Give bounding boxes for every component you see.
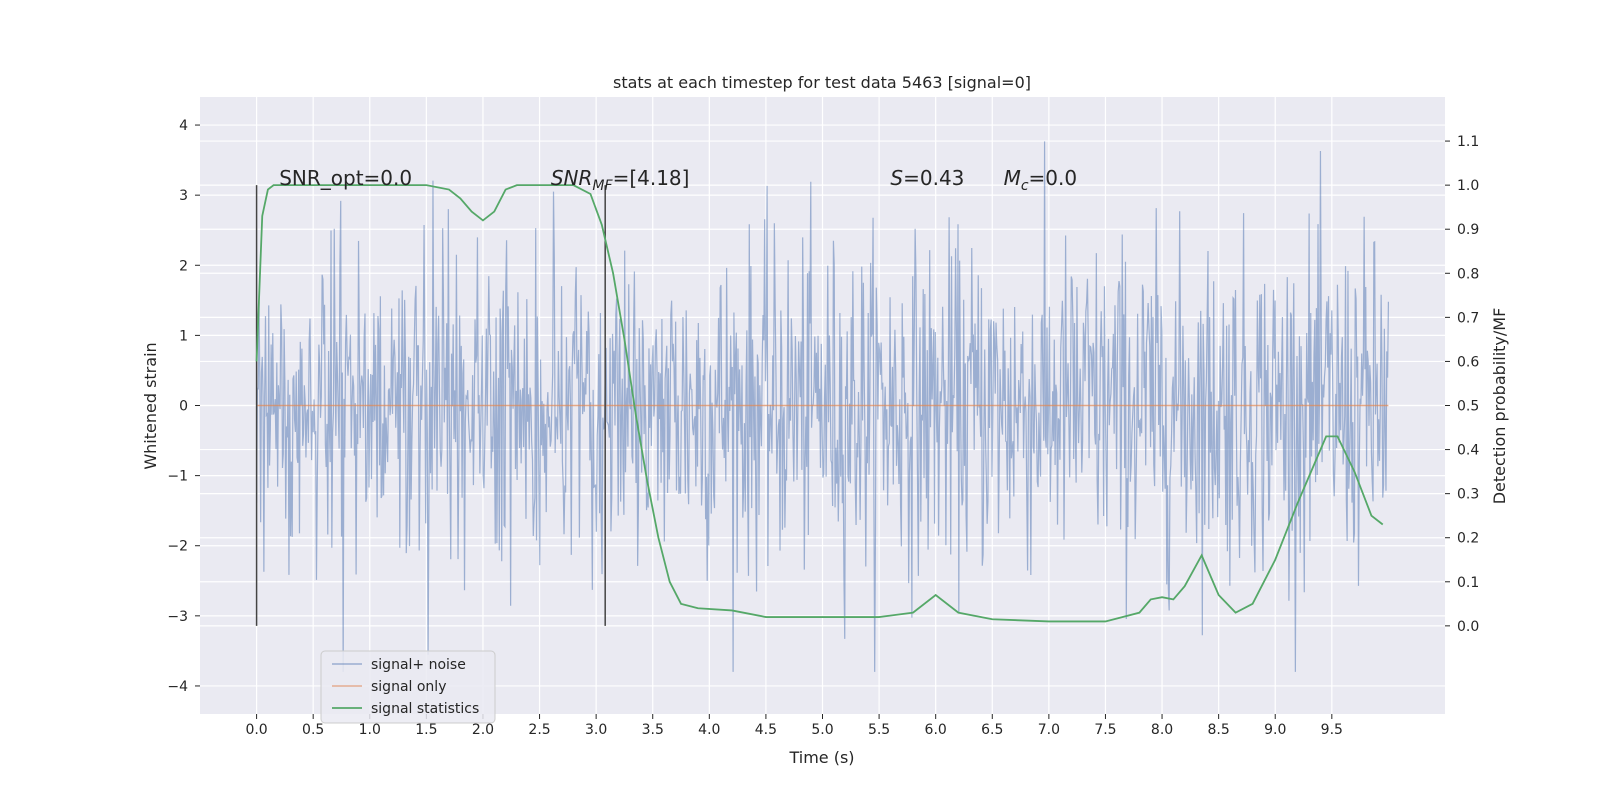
x-tick-label: 2.0: [472, 722, 494, 738]
legend: signal+ noise signal only signal statist…: [320, 650, 496, 724]
x-tick-label: 8.0: [1151, 722, 1173, 738]
legend-box: [320, 650, 496, 724]
x-tick-label: 4.5: [755, 722, 777, 738]
x-tick-label: 5.5: [868, 722, 890, 738]
x-axis-label: Time (s): [788, 748, 854, 767]
right-y-tick-label: 0.5: [1457, 399, 1479, 415]
right-y-tick-label: 0.1: [1457, 575, 1479, 591]
x-tick-label: 0.5: [302, 722, 324, 738]
x-tick-label: 3.5: [642, 722, 664, 738]
annotation-snr-opt: SNR_opt=0.0: [279, 166, 412, 190]
right-y-axis-label: Detection probability/MF: [1490, 308, 1509, 505]
legend-label-statistics: signal statistics: [371, 701, 479, 717]
annotations: SNR_opt=0.0 SNRMF=[4.18] S=0.43 Mc=0.0: [279, 166, 1077, 194]
right-y-tick-label: 0.3: [1457, 487, 1479, 503]
right-y-tick-label: 1.0: [1457, 178, 1479, 194]
right-y-tick-label: 0.2: [1457, 531, 1479, 547]
left-y-axis-ticks: 4 3 2 1 0 −1 −2 −3 −4: [167, 118, 200, 695]
right-y-axis-ticks: 1.1 1.0 0.9 0.8 0.7 0.6 0.5 0.4 0.3 0.2 0.1 0.0: [1445, 134, 1479, 635]
left-y-tick-label: 4: [179, 118, 188, 134]
x-tick-label: 6.0: [925, 722, 947, 738]
signal-noise-series: [255, 141, 1390, 672]
annotation-snr-mf: SNRMF=[4.18]: [551, 166, 690, 194]
left-y-tick-label: 3: [179, 188, 188, 204]
x-tick-label: 7.0: [1038, 722, 1060, 738]
left-y-axis-label: Whitened strain: [141, 342, 160, 469]
x-tick-label: 7.5: [1094, 722, 1116, 738]
right-y-tick-label: 0.7: [1457, 310, 1479, 326]
annotation-mc: Mc=0.0: [1004, 166, 1078, 194]
right-y-tick-label: 0.0: [1457, 619, 1479, 635]
right-y-tick-label: 0.8: [1457, 266, 1479, 282]
x-tick-label: 6.5: [981, 722, 1003, 738]
x-tick-label: 9.5: [1321, 722, 1343, 738]
left-y-tick-label: 2: [179, 258, 188, 274]
x-tick-label: 2.5: [528, 722, 550, 738]
right-y-tick-label: 0.9: [1457, 222, 1479, 238]
left-y-tick-label: −4: [167, 679, 188, 695]
statistics-line: [255, 184, 1384, 623]
chart-title: stats at each timestep for test data 546…: [613, 73, 1031, 92]
right-y-tick-label: 1.1: [1457, 134, 1479, 150]
left-y-tick-label: 1: [179, 328, 188, 344]
right-y-tick-label: 0.6: [1457, 354, 1479, 370]
legend-label-noise: signal+ noise: [371, 657, 466, 673]
x-tick-label: 8.5: [1208, 722, 1230, 738]
x-tick-label: 4.0: [698, 722, 720, 738]
signal-statistics-series: [255, 184, 1384, 623]
x-tick-label: 1.0: [359, 722, 381, 738]
right-y-tick-label: 0.4: [1457, 443, 1479, 459]
left-y-tick-label: −2: [167, 539, 188, 555]
x-axis-ticks: 0.0 0.5 1.0 1.5 2.0 2.5 3.0 3.5 4.0 4.5 5.0 5.5 6.0 6…: [245, 714, 1343, 738]
x-tick-label: 0.0: [245, 722, 267, 738]
x-tick-label: 1.5: [415, 722, 437, 738]
left-y-tick-label: −1: [167, 469, 188, 485]
x-tick-label: 3.0: [585, 722, 607, 738]
x-tick-label: 9.0: [1264, 722, 1286, 738]
x-tick-label: 5.0: [811, 722, 833, 738]
noise-line: [255, 141, 1390, 672]
left-y-tick-label: −3: [167, 609, 188, 625]
left-y-tick-label: 0: [179, 399, 188, 415]
legend-label-signal-only: signal only: [371, 679, 446, 695]
marker-lines: [255, 185, 606, 626]
annotation-s-stat: S=0.43: [890, 166, 964, 190]
